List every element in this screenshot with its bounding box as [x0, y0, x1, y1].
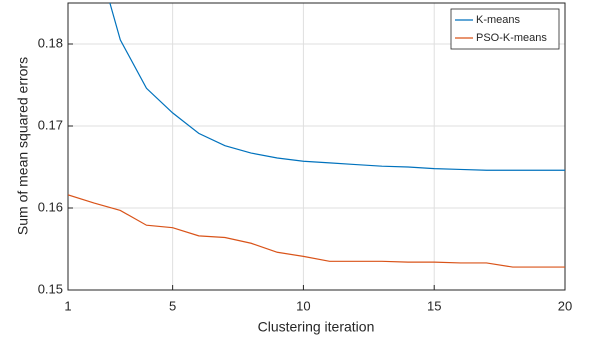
plot-frame — [67, 2, 566, 291]
y-tick-label: 0.16 — [38, 199, 63, 214]
x-tick-label: 10 — [296, 298, 310, 313]
x-tick-label: 20 — [558, 298, 572, 313]
y-tick-label: 0.15 — [38, 281, 63, 296]
x-tick-label: 1 — [64, 298, 71, 313]
x-tick-label: 5 — [169, 298, 176, 313]
x-tick-label: 15 — [427, 298, 441, 313]
y-tick-label: 0.18 — [38, 35, 63, 50]
legend-label: PSO-K-means — [476, 32, 547, 44]
y-axis-label: Sum of mean squared errors — [15, 57, 31, 235]
legend-label: K-means — [476, 14, 521, 26]
x-axis-label: Clustering iteration — [258, 319, 375, 335]
plot-area — [68, 3, 565, 268]
series-line — [109, 3, 565, 171]
legend-box — [450, 8, 560, 50]
series-line — [68, 194, 565, 268]
y-tick-label: 0.17 — [38, 117, 63, 132]
